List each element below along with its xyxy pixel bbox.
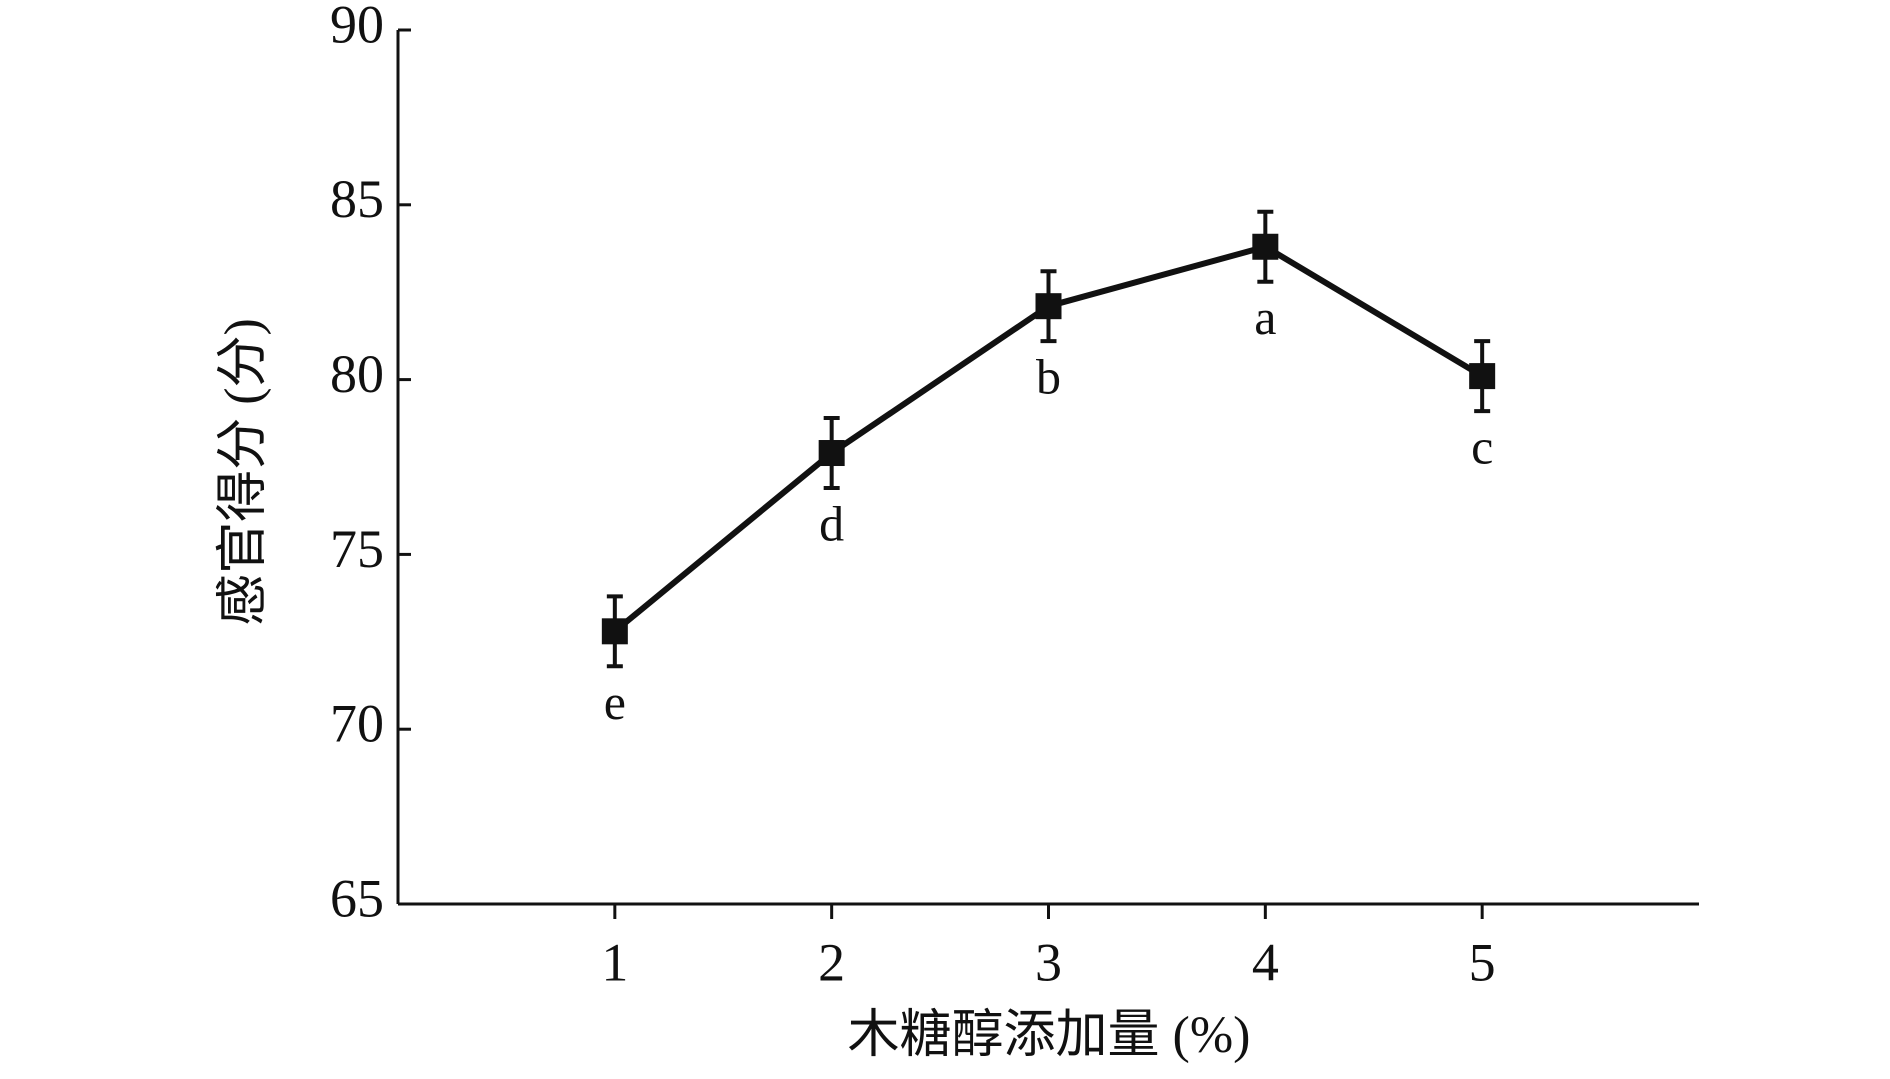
marker [818,440,845,467]
x-tick-label: 2 [818,932,845,992]
y-tick-label: 65 [330,868,384,928]
significance-label: c [1471,419,1493,475]
y-tick-label: 70 [330,694,384,754]
marker [1469,363,1496,390]
significance-label: b [1036,349,1061,405]
x-tick-label: 5 [1469,932,1496,992]
x-axis-title: 木糖醇添加量 (%) [848,1007,1251,1064]
y-axis-title: 感官得分 (分) [215,318,272,626]
marker [601,618,628,645]
significance-label: a [1254,289,1276,345]
x-tick-label: 3 [1035,932,1062,992]
significance-label: e [604,674,626,730]
y-tick-label: 80 [330,344,384,404]
x-tick-label: 4 [1252,932,1279,992]
significance-label: d [819,495,844,551]
y-tick-label: 75 [330,519,384,579]
y-tick-label: 85 [330,169,384,229]
marker [1252,233,1279,260]
marker [1035,293,1062,320]
x-tick-label: 1 [601,932,628,992]
y-tick-label: 90 [330,0,384,54]
